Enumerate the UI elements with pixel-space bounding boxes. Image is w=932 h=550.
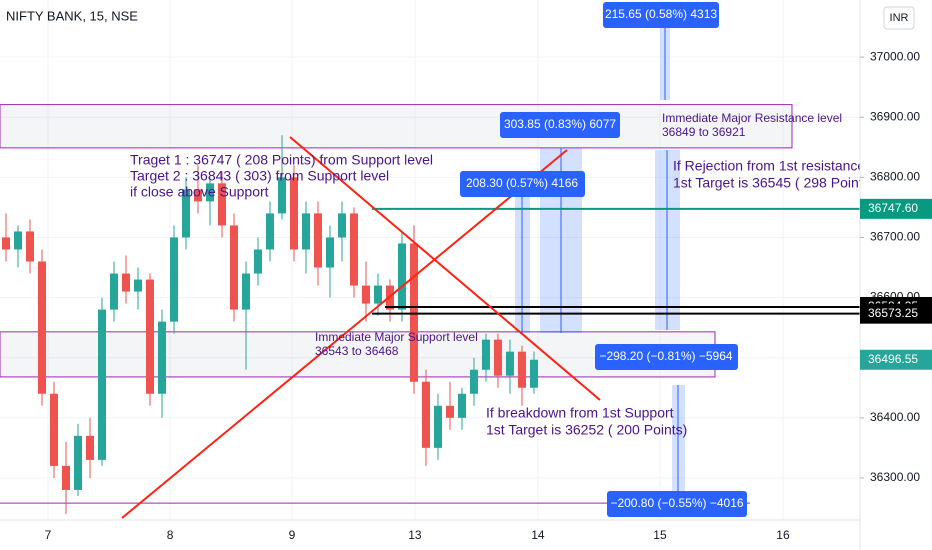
symbol-title: NIFTY BANK, 15, NSE xyxy=(6,8,138,23)
candle-body xyxy=(361,285,370,304)
measure-label: −298.20 (−0.81%) −5964 xyxy=(599,349,732,363)
note: 36849 to 36921 xyxy=(662,125,746,139)
candle-body xyxy=(325,237,334,268)
note: 1st Target is 36545 ( 298 Points xyxy=(673,175,870,191)
price-tag xyxy=(860,303,932,324)
measure-label: −200.80 (−0.55%) −4016 xyxy=(610,496,743,510)
measure-label-bg xyxy=(603,2,719,28)
candle-body xyxy=(289,177,298,250)
currency-button[interactable] xyxy=(883,6,915,30)
measure-label-bg xyxy=(500,112,620,138)
y-tick-label: 36300.00 xyxy=(870,470,920,484)
candle-body xyxy=(169,237,178,322)
note: 1st Target is 36252 ( 200 Points) xyxy=(486,422,687,438)
measure-label-bg xyxy=(460,171,585,197)
y-tick-label: 36700.00 xyxy=(870,230,920,244)
candle-body xyxy=(193,189,202,202)
price-tag xyxy=(860,198,932,219)
candle-body xyxy=(493,339,502,376)
candle-body xyxy=(421,381,430,448)
candle-body xyxy=(181,189,190,238)
measure-label-bg xyxy=(595,344,738,370)
candle-body xyxy=(205,183,214,202)
candle-body xyxy=(85,435,94,460)
candle-body xyxy=(145,279,154,394)
note: Immediate Major Resistance level xyxy=(662,111,842,125)
note: Traget 1 : 36747 ( 208 Points) from Supp… xyxy=(130,152,433,168)
x-tick-label: 14 xyxy=(531,528,545,542)
note: 36543 to 36468 xyxy=(315,344,399,358)
note: Target 2 : 36843 ( 303) from Support lev… xyxy=(130,168,389,184)
candle-body xyxy=(349,213,358,286)
candle-body xyxy=(529,359,538,388)
measure-label: 303.85 (0.83%) 6077 xyxy=(504,117,616,131)
candle-body xyxy=(25,231,34,262)
currency[interactable]: INR xyxy=(890,12,909,24)
candle-body xyxy=(109,273,118,310)
x-tick-label: 16 xyxy=(776,528,790,542)
trend-line xyxy=(121,149,568,519)
candle-body xyxy=(517,351,526,388)
measure-label: 215.65 (0.58%) 4313 xyxy=(605,7,717,21)
candle-body xyxy=(229,225,238,310)
y-tick-label: 36900.00 xyxy=(870,109,920,123)
candle-body xyxy=(157,321,166,394)
candle-body xyxy=(445,405,454,418)
x-tick-label: 9 xyxy=(289,528,296,542)
candle-body xyxy=(1,237,10,250)
zone xyxy=(0,104,793,149)
candle-body xyxy=(133,279,142,292)
candle-body xyxy=(61,465,70,490)
y-tick-label: 37000.00 xyxy=(870,49,920,63)
x-tick-label: 15 xyxy=(653,528,667,542)
note: Immediate Major Support level xyxy=(315,330,478,344)
candle-body xyxy=(37,261,46,394)
candle-body xyxy=(457,393,466,418)
candle-body xyxy=(277,177,286,214)
candle-body xyxy=(337,213,346,238)
x-tick-label: 8 xyxy=(167,528,174,542)
candle-body xyxy=(253,249,262,274)
note: if close above Support xyxy=(130,184,269,200)
candle-body xyxy=(301,213,310,250)
price-tag-label: 36573.25 xyxy=(868,306,918,320)
x-tick-label: 13 xyxy=(408,528,422,542)
trend-line xyxy=(289,136,601,401)
price-tag-label: 36496.55 xyxy=(868,352,918,366)
note: If breakdown from 1st Support xyxy=(486,405,674,421)
candle-body xyxy=(97,309,106,460)
grid xyxy=(0,0,860,520)
candle-body xyxy=(373,285,382,304)
price-lines xyxy=(372,207,860,315)
axis-labels: 36300.0036400.0036500.0036600.0036700.00… xyxy=(45,49,932,542)
candle-body xyxy=(469,369,478,394)
candle-body xyxy=(265,213,274,250)
candle-body xyxy=(397,243,406,310)
candle-body xyxy=(313,213,322,268)
candle-body xyxy=(121,273,130,292)
price-tag xyxy=(860,349,932,370)
candle-body xyxy=(49,393,58,466)
y-tick-label: 36400.00 xyxy=(870,410,920,424)
candle-body xyxy=(481,339,490,370)
y-tick-label: 36800.00 xyxy=(870,170,920,184)
candle-body xyxy=(217,183,226,226)
candle-body xyxy=(73,435,82,490)
price-axis xyxy=(860,0,932,550)
x-tick-label: 7 xyxy=(45,528,52,542)
candle-body xyxy=(13,231,22,250)
candle-body xyxy=(241,273,250,310)
measure-label-bg xyxy=(607,491,747,517)
price-tag-label: 36747.60 xyxy=(868,201,918,215)
note: If Rejection from 1st resistance xyxy=(673,158,865,174)
candle-body xyxy=(409,243,418,382)
candle-body xyxy=(505,351,514,376)
measure-label: 208.30 (0.57%) 4166 xyxy=(466,176,578,190)
candle-body xyxy=(433,405,442,448)
